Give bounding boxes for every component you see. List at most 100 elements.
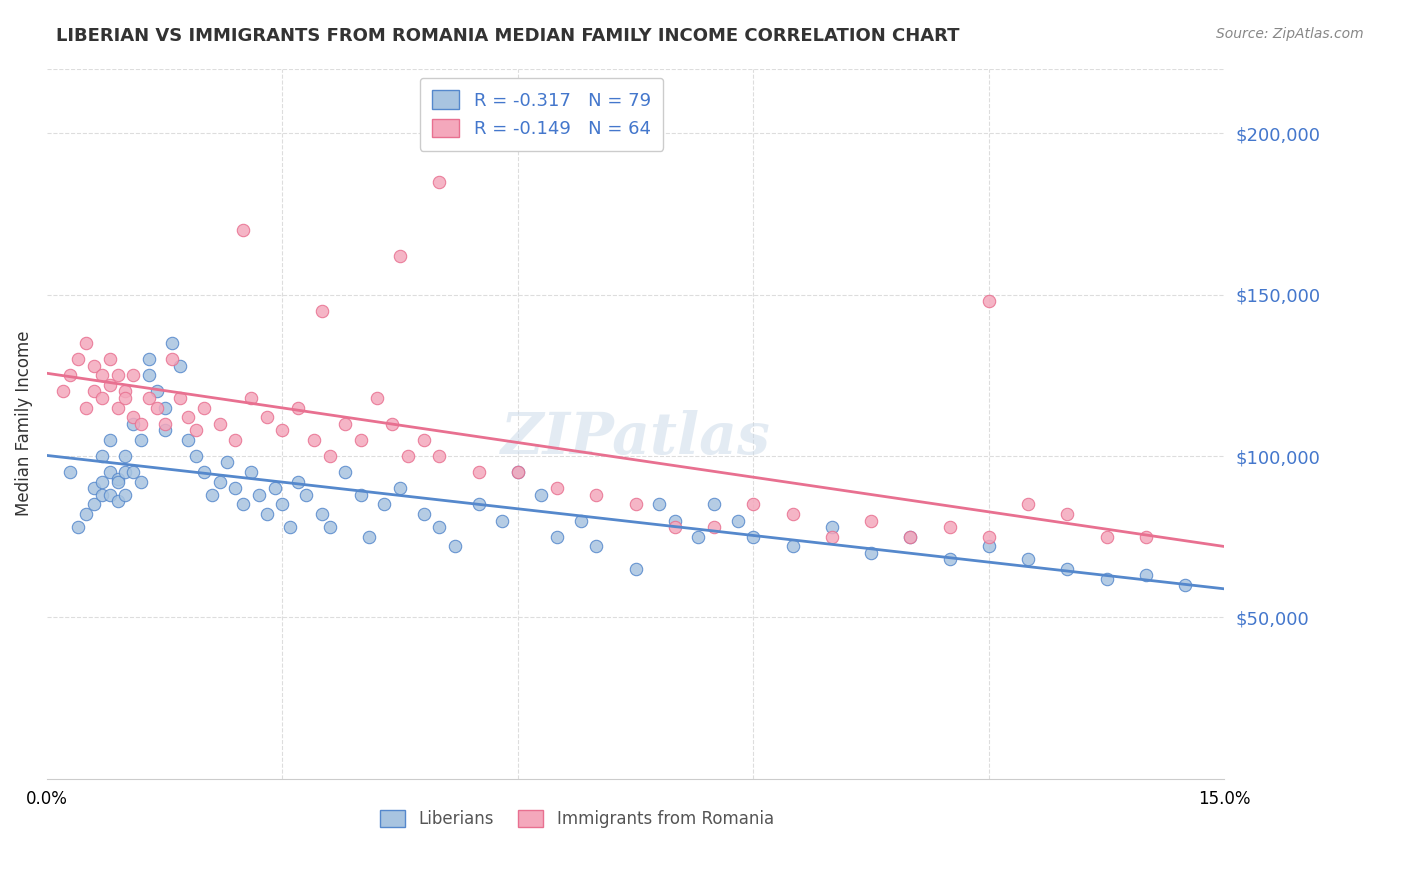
- Point: [467, 465, 489, 479]
- Point: [138, 368, 160, 383]
- Point: [107, 494, 129, 508]
- Point: [1056, 507, 1078, 521]
- Point: [193, 465, 215, 479]
- Point: [396, 449, 419, 463]
- Point: [59, 465, 82, 479]
- Point: [98, 378, 121, 392]
- Point: [335, 417, 357, 431]
- Point: [373, 498, 395, 512]
- Point: [703, 520, 725, 534]
- Point: [938, 552, 960, 566]
- Point: [177, 410, 200, 425]
- Point: [1017, 552, 1039, 566]
- Point: [546, 481, 568, 495]
- Point: [129, 433, 152, 447]
- Point: [169, 391, 191, 405]
- Point: [1017, 498, 1039, 512]
- Point: [530, 488, 553, 502]
- Point: [429, 449, 451, 463]
- Point: [1056, 562, 1078, 576]
- Point: [271, 423, 294, 437]
- Point: [162, 336, 184, 351]
- Point: [366, 391, 388, 405]
- Point: [208, 475, 231, 489]
- Point: [59, 368, 82, 383]
- Point: [287, 475, 309, 489]
- Point: [821, 530, 844, 544]
- Point: [624, 498, 647, 512]
- Point: [75, 336, 97, 351]
- Point: [256, 410, 278, 425]
- Point: [114, 384, 136, 399]
- Point: [67, 520, 90, 534]
- Point: [153, 423, 176, 437]
- Text: ZIPatlas: ZIPatlas: [501, 409, 770, 467]
- Point: [506, 465, 529, 479]
- Point: [153, 417, 176, 431]
- Point: [444, 540, 467, 554]
- Point: [318, 520, 340, 534]
- Point: [311, 507, 333, 521]
- Point: [98, 433, 121, 447]
- Point: [271, 498, 294, 512]
- Point: [1135, 568, 1157, 582]
- Point: [224, 481, 246, 495]
- Point: [350, 488, 373, 502]
- Point: [138, 391, 160, 405]
- Point: [977, 293, 1000, 308]
- Point: [114, 391, 136, 405]
- Point: [232, 223, 254, 237]
- Point: [217, 455, 239, 469]
- Point: [742, 530, 765, 544]
- Point: [98, 465, 121, 479]
- Point: [938, 520, 960, 534]
- Point: [335, 465, 357, 479]
- Point: [114, 488, 136, 502]
- Point: [412, 507, 434, 521]
- Point: [98, 352, 121, 367]
- Point: [90, 391, 112, 405]
- Point: [138, 352, 160, 367]
- Point: [201, 488, 224, 502]
- Point: [122, 465, 145, 479]
- Point: [169, 359, 191, 373]
- Point: [193, 401, 215, 415]
- Point: [389, 249, 412, 263]
- Point: [67, 352, 90, 367]
- Point: [107, 368, 129, 383]
- Point: [860, 546, 883, 560]
- Point: [742, 498, 765, 512]
- Point: [727, 514, 749, 528]
- Point: [429, 520, 451, 534]
- Point: [782, 507, 804, 521]
- Point: [114, 449, 136, 463]
- Point: [506, 465, 529, 479]
- Point: [287, 401, 309, 415]
- Point: [491, 514, 513, 528]
- Point: [146, 401, 169, 415]
- Point: [52, 384, 75, 399]
- Point: [107, 475, 129, 489]
- Point: [107, 401, 129, 415]
- Point: [860, 514, 883, 528]
- Point: [107, 472, 129, 486]
- Point: [1135, 530, 1157, 544]
- Point: [83, 498, 105, 512]
- Y-axis label: Median Family Income: Median Family Income: [15, 331, 32, 516]
- Point: [256, 507, 278, 521]
- Point: [467, 498, 489, 512]
- Point: [232, 498, 254, 512]
- Legend: Liberians, Immigrants from Romania: Liberians, Immigrants from Romania: [373, 803, 780, 835]
- Point: [75, 507, 97, 521]
- Point: [311, 303, 333, 318]
- Point: [208, 417, 231, 431]
- Point: [153, 401, 176, 415]
- Point: [357, 530, 380, 544]
- Point: [688, 530, 710, 544]
- Point: [263, 481, 285, 495]
- Point: [1095, 572, 1118, 586]
- Point: [821, 520, 844, 534]
- Point: [90, 488, 112, 502]
- Point: [184, 449, 207, 463]
- Point: [664, 514, 686, 528]
